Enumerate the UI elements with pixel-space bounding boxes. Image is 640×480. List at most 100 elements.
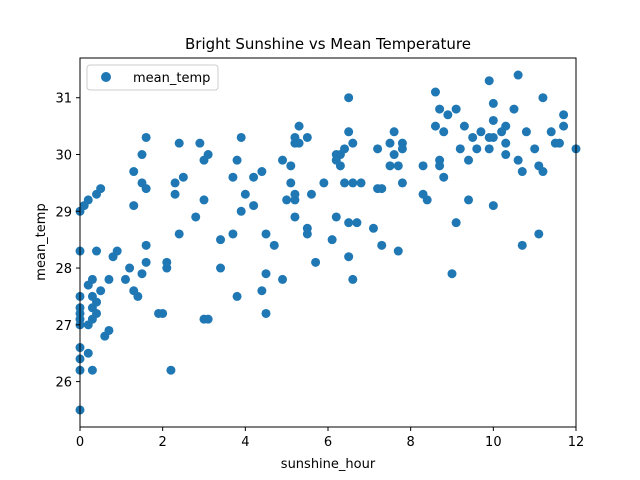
data-point <box>344 127 354 137</box>
x-tick-label: 12 <box>568 435 585 450</box>
y-tick-label: 31 <box>55 92 72 107</box>
data-point <box>216 235 226 245</box>
x-tick-label: 8 <box>407 435 415 450</box>
data-point <box>559 121 569 131</box>
data-point <box>327 235 337 245</box>
data-point <box>162 257 172 267</box>
data-point <box>476 127 486 137</box>
y-axis-ticks: 26 27 28 29 30 31 <box>55 92 80 391</box>
data-point <box>554 138 564 148</box>
data-point <box>137 269 147 279</box>
legend-marker <box>101 72 111 82</box>
data-point <box>257 286 267 296</box>
data-point <box>178 172 188 182</box>
y-tick-label: 30 <box>55 149 72 164</box>
y-tick-label: 26 <box>55 376 72 391</box>
data-point <box>335 161 345 171</box>
data-point <box>385 161 395 171</box>
data-point <box>472 144 482 154</box>
data-point <box>435 104 445 114</box>
data-point <box>344 252 354 262</box>
x-tick-label: 10 <box>485 435 502 450</box>
data-point <box>348 274 358 284</box>
data-point <box>344 218 354 228</box>
data-point <box>191 212 201 222</box>
data-point <box>464 155 474 165</box>
data-point <box>488 132 498 142</box>
data-point <box>166 365 176 375</box>
data-point <box>397 144 407 154</box>
data-point <box>104 274 114 284</box>
data-point <box>83 348 93 358</box>
data-point <box>294 121 304 131</box>
data-point <box>439 172 449 182</box>
data-points <box>75 70 581 415</box>
data-point <box>129 201 139 211</box>
data-point <box>348 138 358 148</box>
data-point <box>290 189 300 199</box>
data-point <box>87 274 97 284</box>
data-point <box>488 115 498 125</box>
data-point <box>435 161 445 171</box>
data-point <box>125 263 135 273</box>
data-point <box>443 110 453 120</box>
data-point <box>546 127 556 137</box>
data-point <box>459 121 469 131</box>
data-point <box>455 144 465 154</box>
data-point <box>513 155 523 165</box>
data-point <box>484 76 494 86</box>
x-axis-label: sunshine_hour <box>281 457 376 472</box>
y-tick-label: 27 <box>55 319 72 334</box>
data-point <box>501 138 511 148</box>
data-point <box>269 240 279 250</box>
data-point <box>340 144 350 154</box>
data-point <box>174 229 184 239</box>
data-point <box>203 150 213 160</box>
data-point <box>141 184 151 194</box>
data-point <box>141 257 151 267</box>
data-point <box>203 314 213 324</box>
data-point <box>170 178 180 188</box>
data-point <box>141 240 151 250</box>
x-tick-label: 4 <box>241 435 249 450</box>
legend: mean_temp <box>86 64 219 91</box>
data-point <box>513 70 523 80</box>
data-point <box>534 229 544 239</box>
data-point <box>232 291 242 301</box>
data-point <box>199 195 209 205</box>
data-point <box>488 98 498 108</box>
data-point <box>236 132 246 142</box>
data-point <box>356 178 366 188</box>
data-point <box>344 93 354 103</box>
data-point <box>331 212 341 222</box>
data-point <box>87 365 97 375</box>
legend-box <box>86 64 219 91</box>
data-point <box>385 138 395 148</box>
data-point <box>133 291 143 301</box>
data-point <box>530 144 540 154</box>
data-point <box>261 269 271 279</box>
data-point <box>158 308 168 318</box>
data-point <box>228 229 238 239</box>
data-point <box>96 286 106 296</box>
y-tick-label: 29 <box>55 205 72 220</box>
data-point <box>290 212 300 222</box>
data-point <box>319 178 329 188</box>
data-point <box>501 121 511 131</box>
data-point <box>306 189 316 199</box>
data-point <box>92 308 102 318</box>
data-point <box>559 110 569 120</box>
y-tick-label: 28 <box>55 262 72 277</box>
data-point <box>468 132 478 142</box>
data-point <box>112 246 122 256</box>
data-point <box>249 201 259 211</box>
data-point <box>195 138 205 148</box>
data-point <box>302 132 312 142</box>
data-point <box>517 240 527 250</box>
data-point <box>451 218 461 228</box>
data-point <box>286 161 296 171</box>
data-point <box>83 195 93 205</box>
data-point <box>240 189 250 199</box>
x-tick-label: 2 <box>159 435 167 450</box>
